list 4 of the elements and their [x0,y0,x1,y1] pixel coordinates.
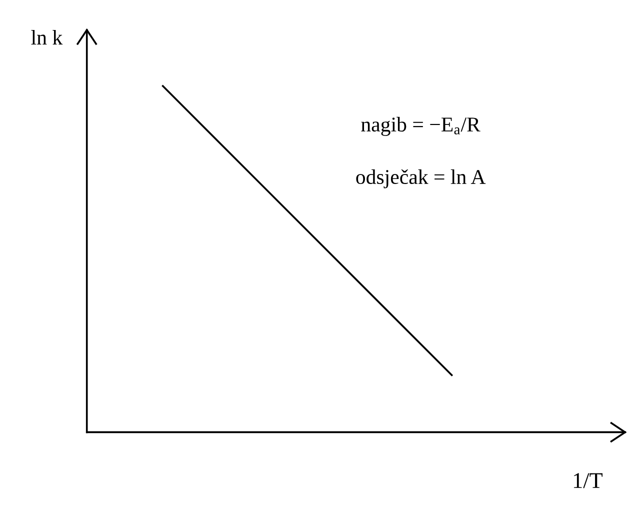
annotation: nagib = −E$_{a}$/R [361,116,480,136]
y-axis-title: ln k [31,30,63,44]
x-axis-title: 1/T [574,473,603,488]
annotation: odsječak = ln A [356,169,486,188]
